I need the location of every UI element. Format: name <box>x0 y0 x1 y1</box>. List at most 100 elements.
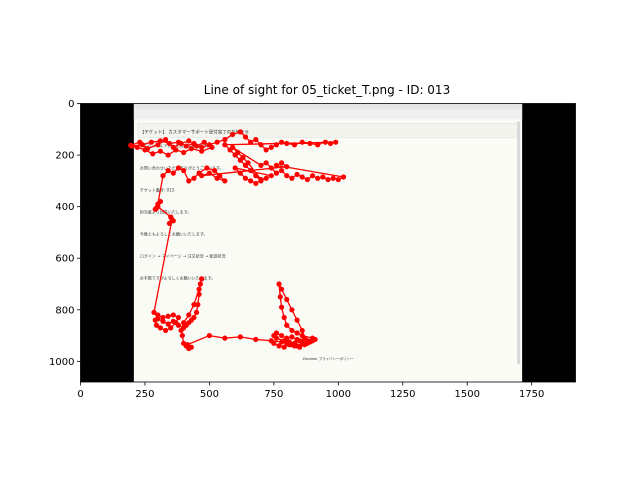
gaze-point <box>284 173 290 179</box>
gaze-point <box>191 175 197 181</box>
gaze-point <box>304 176 310 183</box>
gaze-point <box>278 304 285 310</box>
gaze-point <box>175 322 182 328</box>
plot-area: 【チケット】 カスタマーサポート受付完了のお知らせ ※このメールアドレスは送信専用… <box>80 103 576 383</box>
gaze-point <box>309 173 316 179</box>
gaze-point <box>253 173 259 179</box>
footer-link: Zendesk プライバシーポリシー <box>302 356 354 361</box>
gaze-point <box>173 147 179 153</box>
gaze-point <box>157 198 164 205</box>
gaze-point <box>281 314 287 321</box>
gaze-point <box>160 318 166 324</box>
gaze-point <box>302 335 308 341</box>
gaze-point <box>169 216 175 223</box>
gaze-point <box>193 309 200 315</box>
axes-frame <box>80 103 576 383</box>
gaze-point <box>273 330 280 336</box>
gaze-point <box>166 220 173 227</box>
gaze-point <box>248 139 254 145</box>
gaze-point <box>325 176 331 183</box>
gaze-point <box>258 142 264 148</box>
gaze-point <box>330 175 336 181</box>
gaze-point <box>268 173 274 179</box>
chart-title: Line of sight for 05_ticket_T.png - ID: … <box>204 83 450 97</box>
gaze-point <box>199 276 205 282</box>
gaze-point <box>170 312 176 318</box>
gaze-point <box>162 137 169 143</box>
gaze-point <box>179 332 185 339</box>
gaze-point <box>191 140 197 147</box>
toolbar <box>133 109 523 120</box>
gaze-point <box>188 146 194 152</box>
gaze-point <box>284 140 290 147</box>
gaze-point <box>237 129 243 135</box>
gaze-point <box>222 335 228 341</box>
y-tick-label: 800 <box>55 305 74 316</box>
gaze-point <box>327 140 334 147</box>
gaze-point <box>188 344 194 350</box>
gaze-point <box>271 340 277 346</box>
gaze-point <box>235 149 241 156</box>
gaze-point <box>273 142 280 148</box>
gaze-point <box>258 162 264 168</box>
gaze-point <box>286 342 292 348</box>
gaze-point <box>165 321 171 327</box>
gaze-point <box>165 313 171 319</box>
gaze-point <box>232 165 238 171</box>
gaze-point <box>195 302 201 308</box>
gaze-point <box>142 147 148 153</box>
gaze-point <box>183 143 189 149</box>
gaze-point <box>157 138 164 144</box>
mail-line: ログイン → マイページ → 注文状況 → 配送状況 <box>140 253 226 259</box>
gaze-point <box>237 170 243 176</box>
gaze-point <box>160 173 166 179</box>
gaze-point <box>294 317 300 323</box>
x-tick-label: 1000 <box>326 389 351 400</box>
gaze-point <box>294 330 300 336</box>
gaze-point <box>157 325 164 331</box>
gaze-point <box>201 139 207 145</box>
gaze-point <box>222 142 228 148</box>
window-titlebar <box>133 103 523 110</box>
x-tick-label: 750 <box>264 389 283 400</box>
gaze-point <box>278 332 285 339</box>
gaze-point <box>181 320 187 326</box>
gaze-point <box>196 170 202 176</box>
y-tick-label: 600 <box>55 254 74 265</box>
gaze-point <box>263 175 269 181</box>
gaze-point <box>297 344 303 350</box>
x-tick-label: 1750 <box>519 389 544 400</box>
gaze-point <box>289 334 295 340</box>
gaze-point <box>170 318 176 324</box>
gaze-point <box>139 142 145 148</box>
gaze-point <box>150 151 156 157</box>
gaze-point <box>291 142 298 148</box>
gaze-point <box>178 327 184 334</box>
gaze-point <box>230 144 236 150</box>
mail-line: お問い合わせいただきありがとうございます。 <box>140 165 224 171</box>
gaze-point <box>333 139 339 145</box>
gaze-point <box>294 336 300 343</box>
gaze-point <box>276 281 282 287</box>
gaze-point <box>284 335 290 341</box>
gaze-point <box>134 144 140 150</box>
gaze-point <box>315 142 321 148</box>
gaze-point <box>245 160 251 166</box>
mail-line: お手数ですがよろしくお願いいたします。 <box>140 275 215 281</box>
gaze-point <box>258 176 264 183</box>
gaze-point <box>186 312 192 318</box>
mail-line: ※このメールアドレスは送信専用です。 <box>140 143 211 149</box>
gaze-point <box>170 170 176 176</box>
gaze-point <box>299 174 305 180</box>
x-tick-label: 1250 <box>390 389 415 400</box>
gaze-point <box>206 332 213 339</box>
gaze-point <box>278 139 285 145</box>
gaze-point <box>160 314 166 321</box>
gaze-point <box>155 142 161 148</box>
gaze-point <box>315 175 321 181</box>
gaze-point <box>237 334 243 340</box>
gaze-point <box>155 316 161 322</box>
gaze-point <box>253 336 259 343</box>
gaze-series <box>128 129 347 352</box>
gaze-point <box>302 342 308 348</box>
